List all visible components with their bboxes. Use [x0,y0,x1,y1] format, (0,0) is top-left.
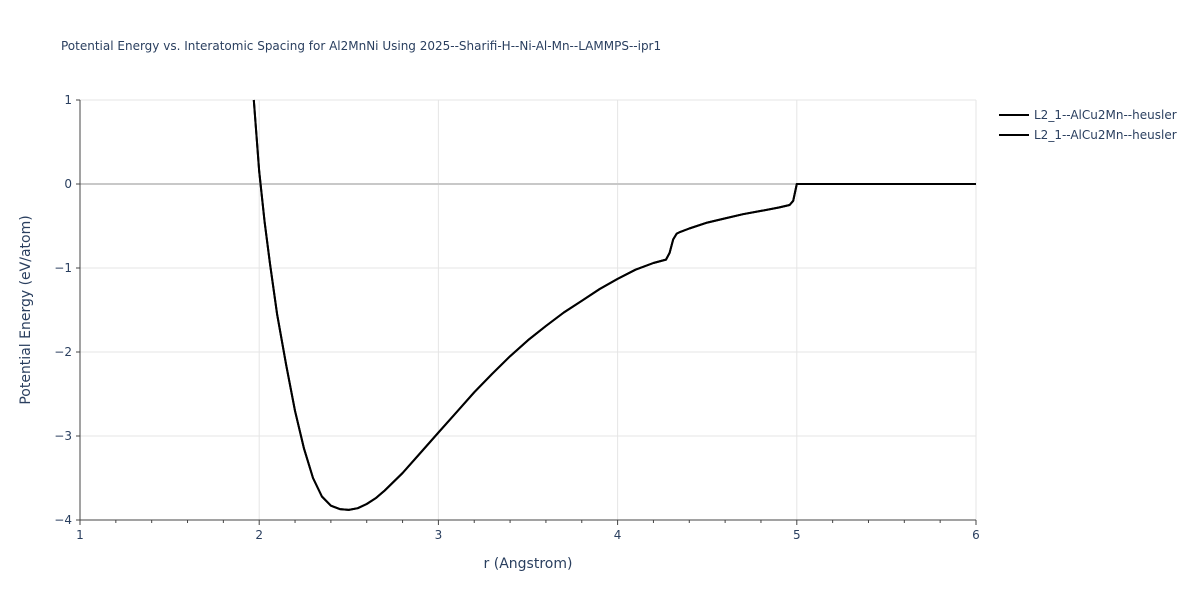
x-tick-label: 6 [972,528,980,542]
y-tick-label: 0 [64,177,72,191]
series-lines [252,99,976,511]
legend: L2_1--AlCu2Mn--heusler L2_1--AlCu2Mn--heu… [999,108,1177,142]
axes [76,99,977,525]
tick-labels: 1 2 3 4 5 6 1 0 −1 −2 −3 −4 [54,93,980,542]
y-tick-label: −4 [54,513,72,527]
series-line-2 [252,99,976,511]
legend-label: L2_1--AlCu2Mn--heusler [1034,128,1177,142]
series-line-1 [252,99,976,511]
grid-lines [80,99,977,520]
y-axis-title: Potential Energy (eV/atom) [18,215,34,404]
y-tick-label: −3 [54,429,72,443]
y-tick-label: −1 [54,261,72,275]
y-tick-label: −2 [54,345,72,359]
x-tick-label: 5 [793,528,801,542]
x-tick-label: 4 [614,528,622,542]
x-tick-label: 3 [435,528,443,542]
y-tick-label: 1 [64,93,72,107]
legend-label: L2_1--AlCu2Mn--heusler [1034,108,1177,122]
x-tick-label: 1 [76,528,84,542]
chart-title: Potential Energy vs. Interatomic Spacing… [61,39,661,53]
x-axis-title: r (Angstrom) [484,556,573,572]
x-tick-label: 2 [255,528,263,542]
